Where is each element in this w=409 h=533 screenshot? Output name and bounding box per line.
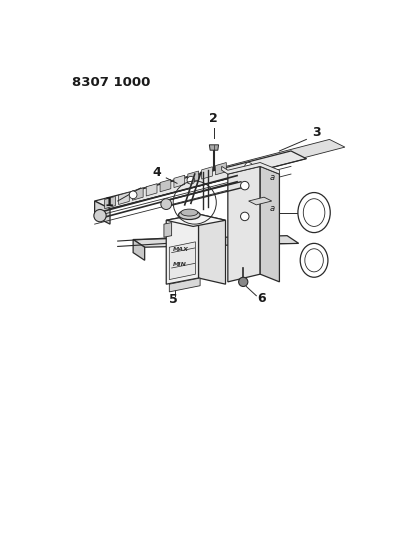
Polygon shape [118,192,129,205]
Circle shape [244,163,252,170]
Text: MIN: MIN [172,262,186,268]
Polygon shape [166,214,225,227]
Polygon shape [209,145,218,150]
Circle shape [238,277,247,287]
Polygon shape [132,188,143,200]
Text: 1: 1 [104,196,113,209]
Text: a: a [269,204,274,213]
Text: 3: 3 [312,126,320,139]
Polygon shape [227,166,260,282]
Polygon shape [104,196,115,209]
Polygon shape [221,163,279,174]
Circle shape [160,199,171,209]
Polygon shape [94,201,110,224]
Text: 2: 2 [209,112,218,125]
Ellipse shape [178,210,200,220]
Polygon shape [169,242,195,280]
Polygon shape [215,163,226,175]
Polygon shape [201,167,212,179]
Polygon shape [164,223,171,237]
Polygon shape [160,180,171,192]
Circle shape [129,191,137,199]
Polygon shape [137,140,344,197]
Text: a: a [269,173,274,182]
Circle shape [94,209,106,222]
Polygon shape [94,151,306,209]
Polygon shape [133,236,298,247]
Text: 4: 4 [152,166,161,179]
Polygon shape [169,278,200,292]
Text: MAX: MAX [172,247,188,252]
Circle shape [240,212,248,221]
Text: 8307 1000: 8307 1000 [71,76,150,88]
Polygon shape [173,175,184,188]
Polygon shape [133,239,144,260]
Polygon shape [187,171,198,183]
Circle shape [187,176,194,184]
Text: 5: 5 [169,294,178,306]
Ellipse shape [180,209,197,216]
Polygon shape [260,166,279,282]
Polygon shape [198,214,225,284]
Polygon shape [146,184,157,196]
Polygon shape [166,214,198,284]
Polygon shape [248,197,271,205]
Circle shape [240,181,248,190]
Text: 6: 6 [256,292,265,305]
